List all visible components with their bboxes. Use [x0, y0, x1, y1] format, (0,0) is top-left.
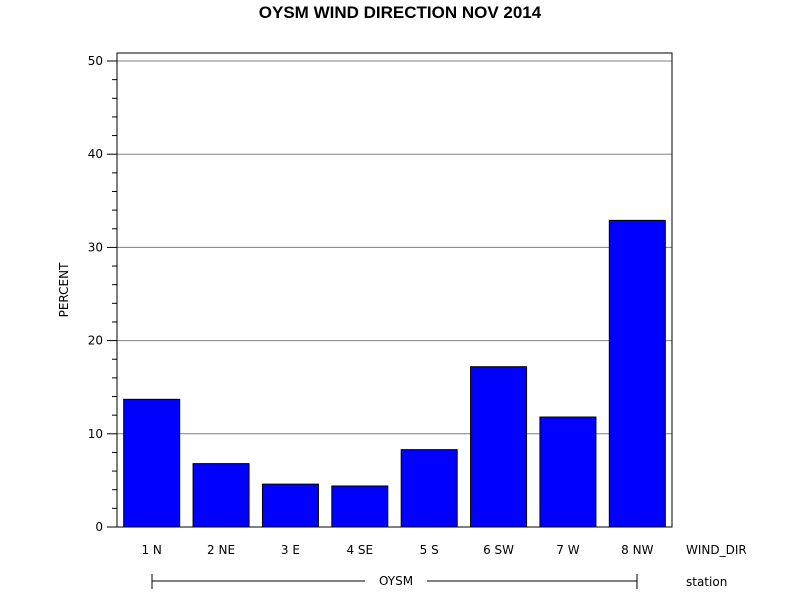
y-tick-label: 50: [88, 54, 103, 68]
y-tick-label: 0: [95, 520, 103, 534]
bar-1-n: [123, 398, 181, 528]
x-tick-label: 8 NW: [621, 543, 653, 557]
chart-title: OYSM WIND DIRECTION NOV 2014: [259, 3, 542, 22]
y-tick-label: 20: [88, 334, 103, 348]
y-tick-label: 30: [88, 240, 103, 254]
group-axis-label: station: [686, 575, 727, 589]
bar-8-nw: [608, 219, 666, 528]
x-tick-label: 4 SE: [346, 543, 373, 557]
bar-6-sw: [470, 366, 528, 528]
x-tick-label: 2 NE: [207, 543, 235, 557]
station-group-axis: OYSM station: [151, 574, 727, 589]
x-tick-label: 5 S: [420, 543, 439, 557]
bar-2-ne: [192, 463, 250, 528]
group-name-label: OYSM: [379, 574, 413, 588]
x-tick-label: 1 N: [141, 543, 161, 557]
plot-area-frame: [116, 52, 673, 528]
y-axis-label: PERCENT: [57, 262, 71, 317]
y-tick-label: 40: [88, 147, 103, 161]
x-axis: 1 N 2 NE 3 E 4 SE 5 S 6 SW 7 W 8 NW: [141, 543, 653, 557]
bar-4-se: [331, 485, 389, 528]
y-axis: 0 10 20 30 40 50: [88, 54, 117, 534]
bar-7-w: [539, 416, 597, 528]
x-tick-label: 7 W: [556, 543, 579, 557]
x-tick-label: 3 E: [281, 543, 300, 557]
x-axis-label: WIND_DIR: [686, 543, 747, 557]
y-tick-label: 10: [88, 427, 103, 441]
bar-5-s: [400, 449, 458, 528]
bars: [123, 219, 666, 528]
gridlines: [117, 60, 672, 435]
x-tick-label: 6 SW: [483, 543, 514, 557]
bar-3-e: [261, 483, 319, 528]
